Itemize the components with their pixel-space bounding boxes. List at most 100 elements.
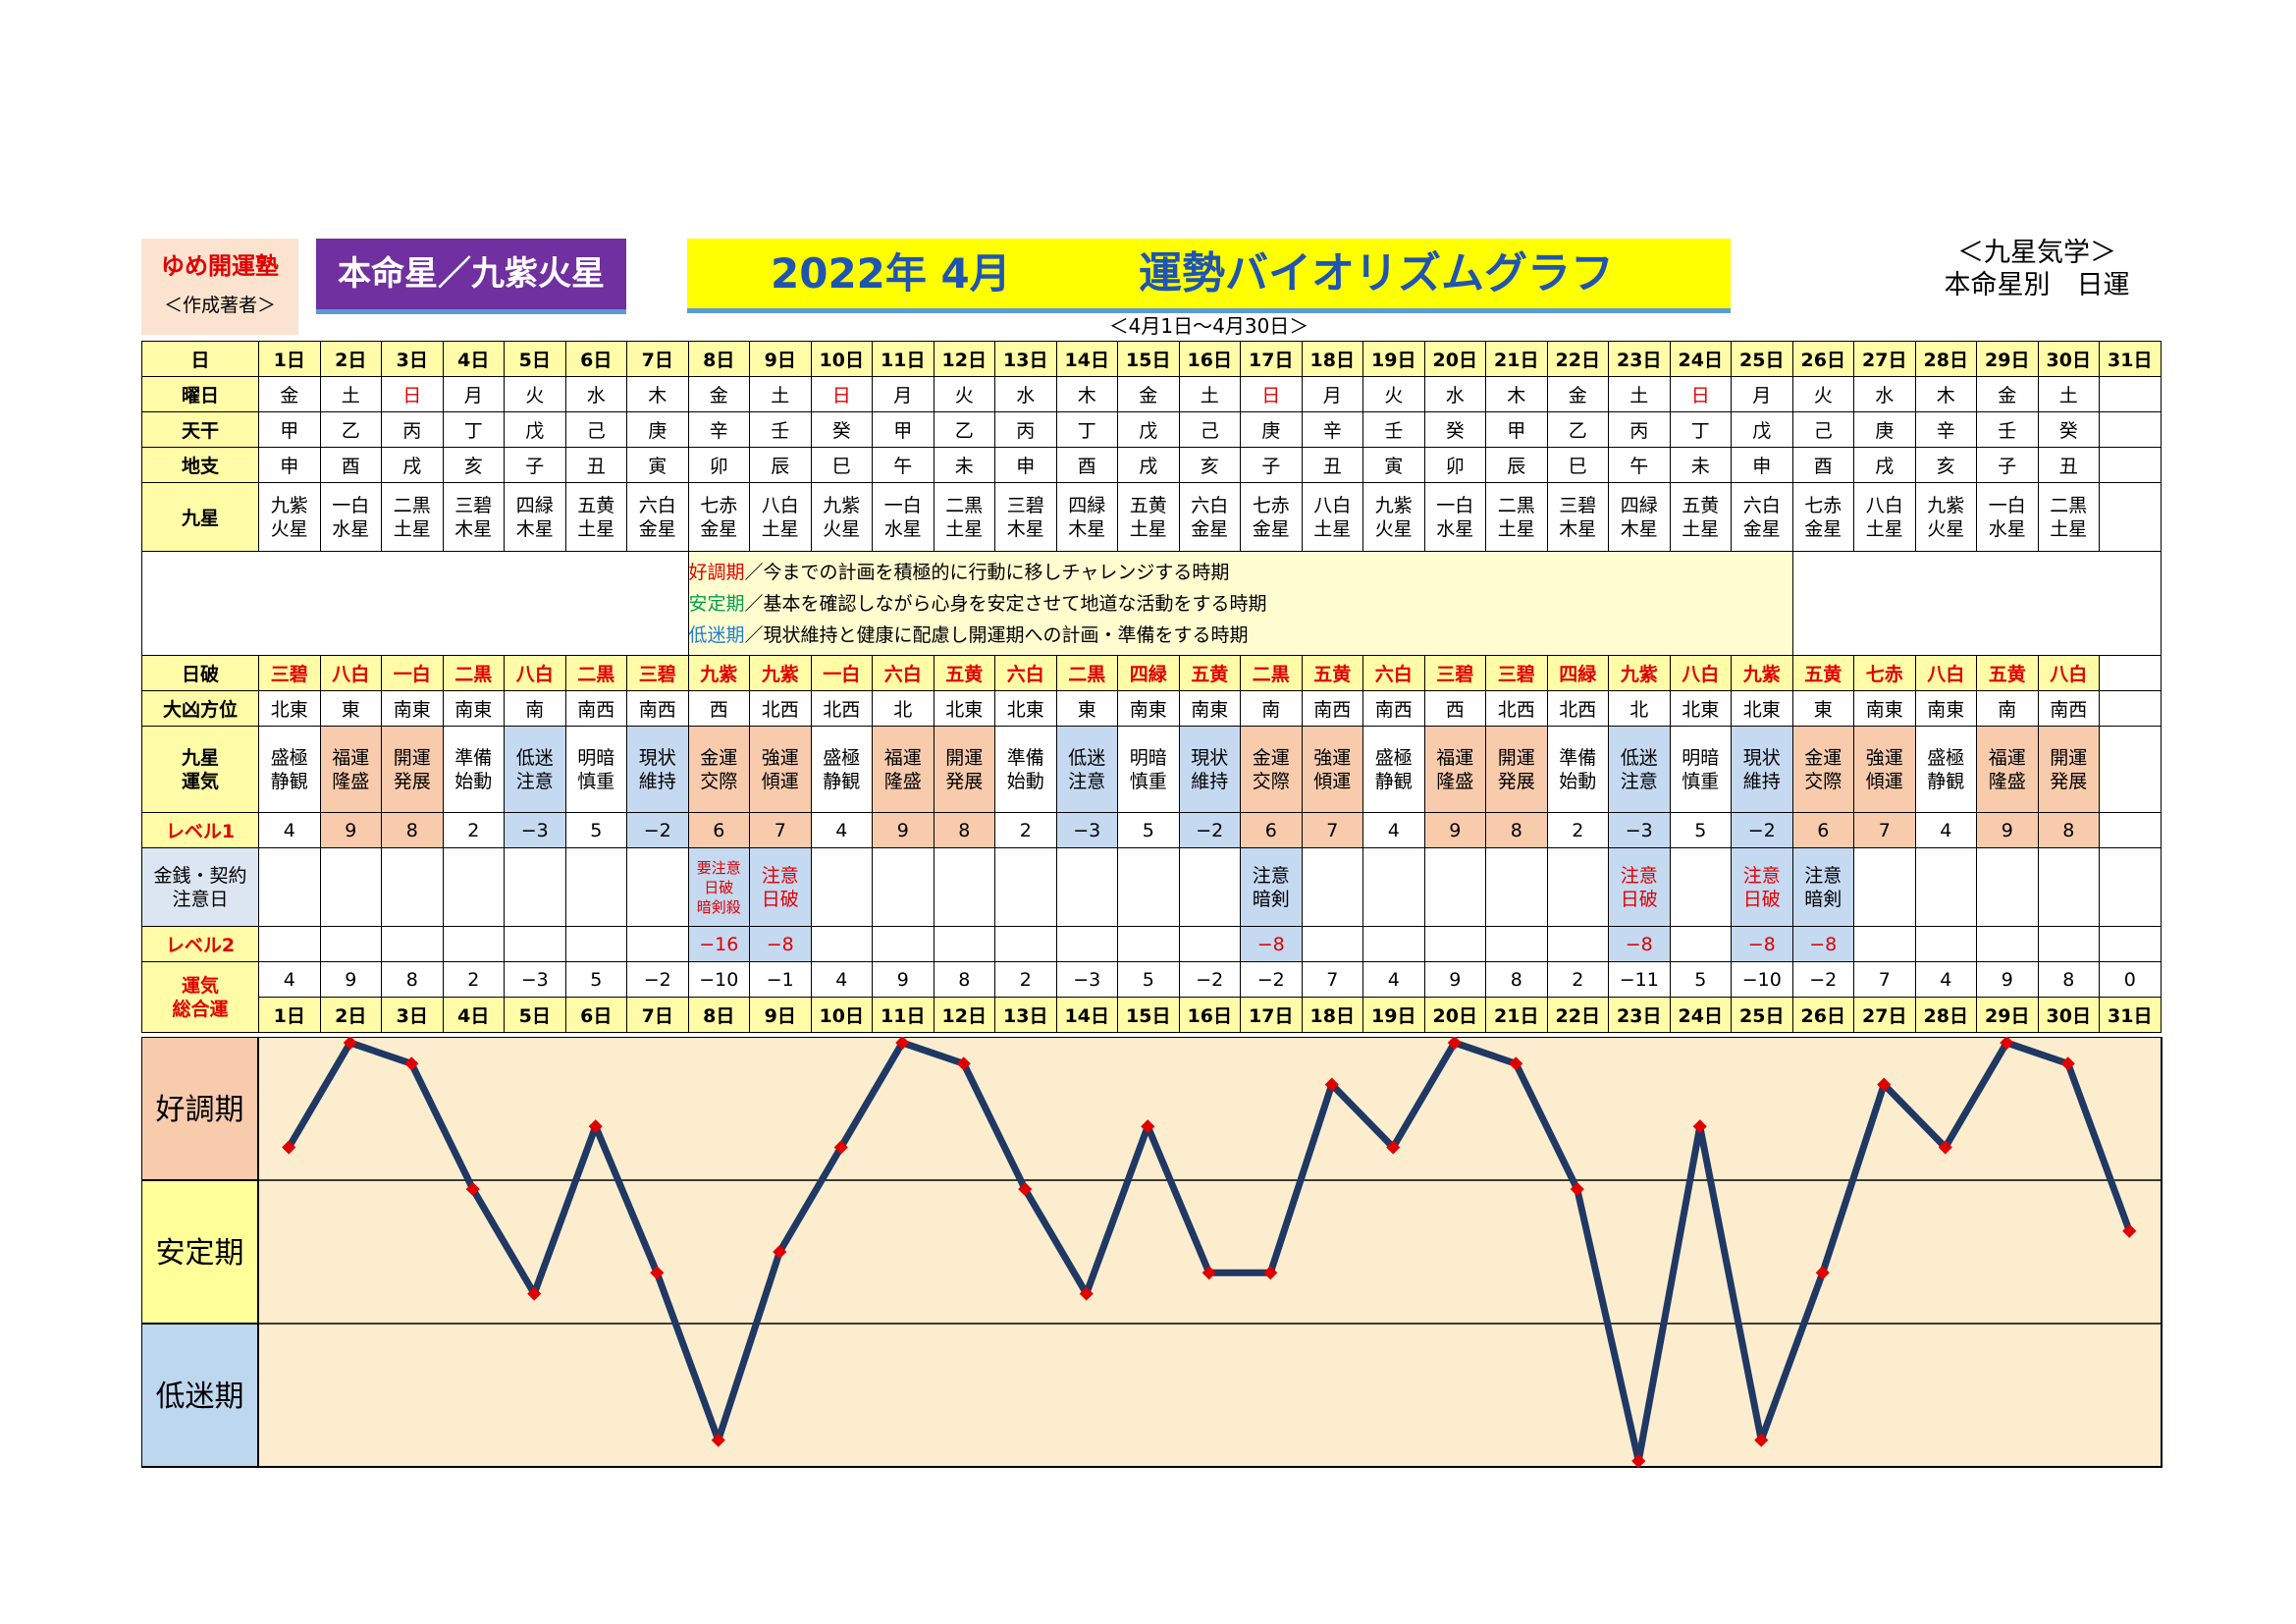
chishi-cell: 寅	[626, 447, 689, 483]
row-level2: レベル2 −16 −8 −8 −8 −8 −8	[141, 926, 2162, 962]
data-point	[895, 1037, 910, 1051]
weekdays-cell: 土	[749, 376, 812, 412]
unki-cell: 準備 始動	[442, 726, 505, 813]
category-line2: 本命星別 日運	[1944, 270, 2130, 300]
tenkan-cell: 乙	[319, 411, 382, 448]
days-cell: 24日	[1669, 341, 1732, 377]
total-cell: −2	[1240, 961, 1303, 998]
days2-cell: 25日	[1731, 997, 1793, 1033]
total-cell: 4	[258, 961, 321, 998]
level1-cell: 8	[2037, 812, 2100, 848]
data-point	[1877, 1077, 1892, 1092]
unki-cell: 盛極 静観	[810, 726, 873, 813]
legend-key-low: 低迷期	[688, 623, 745, 646]
days2-cell: 20日	[1423, 997, 1486, 1033]
total-cell: 9	[872, 961, 934, 998]
kyusei-cell: 五黄 土星	[1669, 482, 1732, 552]
weekdays-cell: 木	[1055, 376, 1118, 412]
days-cell: 18日	[1301, 341, 1363, 377]
data-point	[1018, 1182, 1033, 1197]
money-cell	[933, 847, 995, 927]
kyusei-cell: 九紫 火星	[1362, 482, 1425, 552]
band-label-bg	[141, 1323, 259, 1468]
nippa-cell: 五黄	[1976, 655, 2039, 691]
weekdays-cell: 金	[258, 376, 321, 412]
days-cell: 9日	[749, 341, 812, 377]
total-cell: 5	[1117, 961, 1180, 998]
money-cell	[1669, 847, 1732, 927]
daikyo-cell: 北西	[810, 690, 873, 727]
unki-cell: 低迷 注意	[504, 726, 566, 813]
level1-cell: 7	[749, 812, 812, 848]
unki-cell	[2099, 726, 2162, 813]
level1-cell: 5	[564, 812, 627, 848]
data-point	[282, 1140, 296, 1155]
money-cell	[1853, 847, 1916, 927]
level1-cell: 4	[1914, 812, 1977, 848]
band-label: 低迷期	[156, 1380, 244, 1414]
kyusei-cell: 八白 土星	[749, 482, 812, 552]
days-cell: 19日	[1362, 341, 1425, 377]
daikyo-cell: 北	[1608, 690, 1671, 727]
days-cell: 3日	[381, 341, 444, 377]
nippa-cell: 八白	[1914, 655, 1977, 691]
nippa-cell: 二黒	[442, 655, 505, 691]
level2-cell	[1669, 926, 1732, 962]
days-cell: 7日	[626, 341, 689, 377]
days2-cell: 9日	[749, 997, 812, 1033]
row-label-days: 日	[141, 341, 259, 377]
level1-cell: 9	[319, 812, 382, 848]
total-cell: 8	[381, 961, 444, 998]
total-cell: 7	[1301, 961, 1363, 998]
total-cell: −2	[626, 961, 689, 998]
chishi-cell: 巳	[810, 447, 873, 483]
unki-cell: 福運 隆盛	[1976, 726, 2039, 813]
chishi-cell: 申	[994, 447, 1057, 483]
days2-cell: 12日	[933, 997, 995, 1033]
total-cell: 2	[1546, 961, 1609, 998]
tenkan-cell: 癸	[2037, 411, 2100, 448]
weekdays-cell: 火	[504, 376, 566, 412]
level2-cell	[504, 926, 566, 962]
level2-cell	[810, 926, 873, 962]
nippa-cell: 九紫	[1731, 655, 1793, 691]
chishi-cell	[2099, 447, 2162, 483]
tenkan-cell	[2099, 411, 2162, 448]
title-date: 2022年 4月	[771, 249, 1011, 298]
days-cell: 31日	[2099, 341, 2162, 377]
level2-cell	[564, 926, 627, 962]
level2-cell	[1853, 926, 1916, 962]
nippa-cell: 八白	[504, 655, 566, 691]
chishi-cell: 未	[933, 447, 995, 483]
kyusei-cell: 九紫 火星	[258, 482, 321, 552]
daikyo-cell	[2099, 690, 2162, 727]
unki-cell: 盛極 静観	[1362, 726, 1425, 813]
days-cell: 29日	[1976, 341, 2039, 377]
tenkan-cell: 戊	[1117, 411, 1180, 448]
nippa-cell: 二黒	[1055, 655, 1118, 691]
total-cell: −2	[1791, 961, 1854, 998]
chishi-cell: 酉	[319, 447, 382, 483]
unki-cell: 準備 始動	[1546, 726, 1609, 813]
days2-cell: 6日	[564, 997, 627, 1033]
chishi-cell: 申	[258, 447, 321, 483]
chishi-cell: 亥	[1914, 447, 1977, 483]
level1-cell: 5	[1117, 812, 1180, 848]
unki-cell: 現状 維持	[626, 726, 689, 813]
nippa-cell: 五黄	[1791, 655, 1854, 691]
daikyo-cell: 南西	[1362, 690, 1425, 727]
legend-text: 好調期／今までの計画を積極的に行動に移しチャレンジする時期 安定期／基本を確認しな…	[689, 557, 1267, 651]
level2-cell	[258, 926, 321, 962]
daikyo-cell: 東	[1791, 690, 1854, 727]
total-cell: −10	[687, 961, 750, 998]
tenkan-cell: 戊	[504, 411, 566, 448]
nippa-cell: 三碧	[1423, 655, 1486, 691]
days2-cell: 3日	[381, 997, 444, 1033]
level2-cell	[1423, 926, 1486, 962]
kyusei-cell: 一白 水星	[1976, 482, 2039, 552]
kyusei-cell: 七赤 金星	[1791, 482, 1854, 552]
chishi-cell: 丑	[1301, 447, 1363, 483]
chishi-cell: 酉	[1055, 447, 1118, 483]
kyusei-cell: 六白 金星	[1731, 482, 1793, 552]
days-cell: 2日	[319, 341, 382, 377]
